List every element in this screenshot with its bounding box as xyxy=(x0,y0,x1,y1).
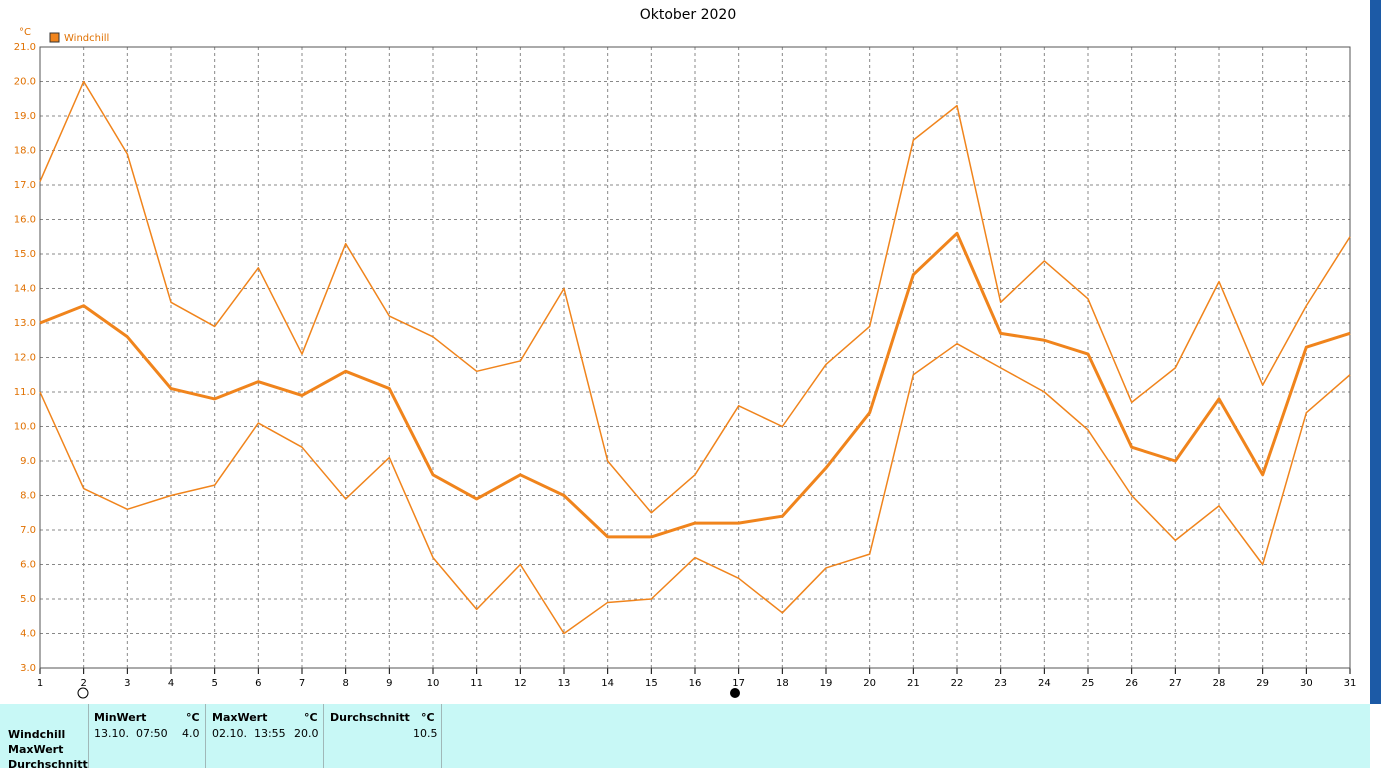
y-tick-label: 5.0 xyxy=(20,594,36,605)
y-tick-label: 14.0 xyxy=(14,284,36,295)
x-tick-label: 13 xyxy=(558,678,571,689)
chart: Oktober 2020 °C Windchill 3.0 4.0 5.0 6.0 7.… xyxy=(14,0,1381,704)
x-tick-label: 25 xyxy=(1082,678,1095,689)
y-tick-label: 3.0 xyxy=(20,663,36,674)
separator xyxy=(88,704,89,768)
y-tick-label: 17.0 xyxy=(14,180,36,191)
plot-border xyxy=(39,46,1351,669)
col-unit: °C xyxy=(421,711,435,724)
separator xyxy=(441,704,442,768)
series-line xyxy=(39,80,1351,514)
x-tick-label: 23 xyxy=(994,678,1007,689)
x-tick-label: 16 xyxy=(689,678,702,689)
x-tick-label: 10 xyxy=(427,678,440,689)
legend-label: Windchill xyxy=(64,33,109,44)
x-tick-label: 12 xyxy=(514,678,527,689)
x-tick-label: 8 xyxy=(342,678,348,689)
x-tick-label: 15 xyxy=(645,678,658,689)
desktop-strip xyxy=(1370,0,1381,704)
x-tick-label: 24 xyxy=(1038,678,1051,689)
col-header: MaxWert xyxy=(212,711,268,724)
x-tick-label: 18 xyxy=(776,678,789,689)
x-tick-label: 26 xyxy=(1125,678,1138,689)
x-tick-label: 28 xyxy=(1213,678,1226,689)
series-line xyxy=(39,342,1351,635)
y-tick-label: 19.0 xyxy=(14,111,36,122)
x-tick-label: 2 xyxy=(80,678,86,689)
x-tick-label: 27 xyxy=(1169,678,1182,689)
y-tick-label: 10.0 xyxy=(14,422,36,433)
col-unit: °C xyxy=(186,711,200,724)
x-tick-label: 22 xyxy=(951,678,964,689)
y-tick-label: 9.0 xyxy=(20,456,36,467)
y-tick-label: 18.0 xyxy=(14,146,36,157)
col-header: MinWert xyxy=(94,711,147,724)
y-tick-label: 13.0 xyxy=(14,318,36,329)
x-tick-label: 21 xyxy=(907,678,920,689)
x-tick-label: 6 xyxy=(255,678,261,689)
x-tick-label: 4 xyxy=(168,678,174,689)
cell-value: 4.0 xyxy=(182,727,200,740)
y-tick-label: 16.0 xyxy=(14,215,36,226)
row-label: MaxWert xyxy=(8,743,64,756)
x-tick-label: 7 xyxy=(299,678,305,689)
cell-value: 20.0 xyxy=(294,727,319,740)
y-tick-label: 4.0 xyxy=(20,629,36,640)
col-unit: °C xyxy=(304,711,318,724)
separator xyxy=(205,704,206,768)
separator xyxy=(323,704,324,768)
cell-time: 02.10. 13:55 xyxy=(212,727,286,740)
x-tick-label: 14 xyxy=(601,678,614,689)
col-header: Durchschnitt xyxy=(330,711,410,724)
x-tick-label: 30 xyxy=(1300,678,1313,689)
x-tick-label: 9 xyxy=(386,678,392,689)
y-tick-label: 11.0 xyxy=(14,387,36,398)
x-tick-label: 3 xyxy=(124,678,130,689)
cell-time: 13.10. 07:50 xyxy=(94,727,168,740)
y-tick-label: 6.0 xyxy=(20,560,36,571)
x-tick-label: 5 xyxy=(211,678,217,689)
x-tick-label: 11 xyxy=(470,678,483,689)
row-label: Windchill xyxy=(8,728,66,741)
y-tick-label: 8.0 xyxy=(20,491,36,502)
y-tick-label: 15.0 xyxy=(14,249,36,260)
y-tick-label: 21.0 xyxy=(14,42,36,53)
y-unit: °C xyxy=(19,27,31,38)
summary-table: Windchill MaxWert Durchschnitt MinWert °… xyxy=(0,704,1370,768)
moon-icon xyxy=(730,688,740,698)
cell-value: 10.5 xyxy=(413,727,438,740)
y-tick-label: 7.0 xyxy=(20,525,36,536)
x-tick-label: 20 xyxy=(863,678,876,689)
moon-icon xyxy=(77,687,89,699)
x-tick-label: 17 xyxy=(732,678,745,689)
x-tick-label: 1 xyxy=(37,678,43,689)
y-tick-label: 12.0 xyxy=(14,353,36,364)
row-label: Durchschnitt xyxy=(8,758,88,768)
x-tick-label: 31 xyxy=(1344,678,1357,689)
legend-swatch xyxy=(49,32,60,43)
series-line xyxy=(39,231,1351,539)
x-tick-label: 29 xyxy=(1256,678,1269,689)
y-tick-label: 20.0 xyxy=(14,77,36,88)
chart-title: Oktober 2020 xyxy=(640,7,737,23)
x-tick-label: 19 xyxy=(820,678,833,689)
